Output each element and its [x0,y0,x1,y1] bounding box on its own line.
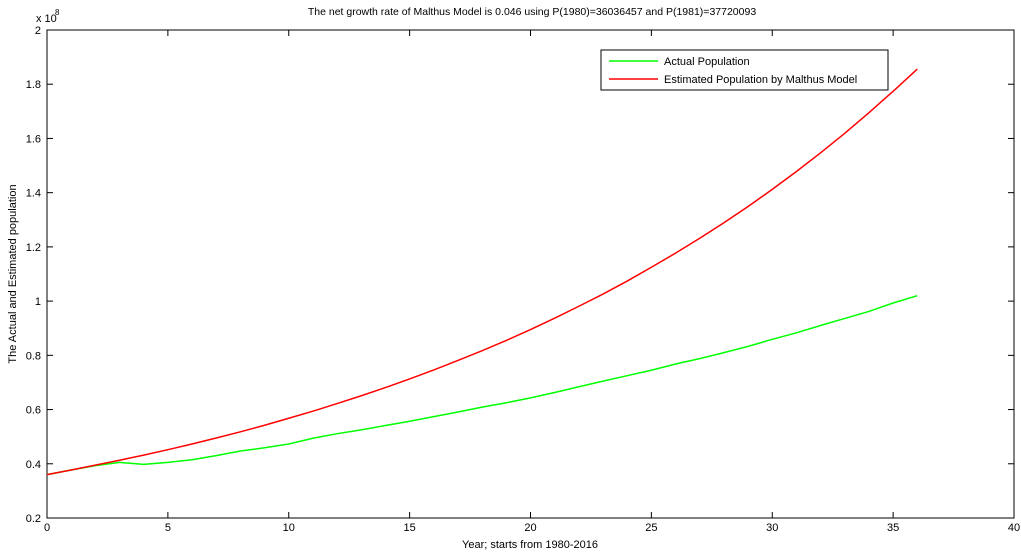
y-axis-multiplier: x 10 [36,13,57,25]
y-tick-label: 0.4 [26,459,41,471]
x-tick-label: 0 [44,522,50,534]
series-line-estimated-population [46,68,918,476]
chart-title: The net growth rate of Malthus Model is … [308,6,756,18]
x-tick-label: 35 [887,522,899,534]
x-tick-labels: 0 5 10 15 20 25 30 35 40 [44,522,1020,534]
x-tick-label: 15 [404,522,416,534]
y-tick-label: 1.8 [26,79,41,91]
y-tick-label: 1.2 [26,242,41,254]
y-tick-label: 0.8 [26,350,41,362]
y-axis-multiplier-exponent: 8 [55,8,60,17]
x-tick-label: 5 [165,522,171,534]
legend-label-actual: Actual Population [664,56,750,68]
plot-area [46,29,1015,519]
y-tick-labels: 0.2 0.4 0.6 0.8 1 1.2 1.4 1.6 1.8 2 [26,25,41,525]
x-tick-label: 30 [766,522,778,534]
y-tick-label: 0.2 [26,513,41,525]
y-tick-label: 1 [35,296,41,308]
y-tick-label: 2 [35,25,41,37]
y-axis-label: The Actual and Estimated population [7,184,19,363]
axis-ticks [46,29,1015,519]
legend: Actual Population Estimated Population b… [600,49,889,91]
x-axis-label: Year; starts from 1980-2016 [462,539,598,551]
y-tick-label: 1.4 [26,188,41,200]
x-tick-label: 40 [1008,522,1020,534]
x-tick-label: 10 [283,522,295,534]
x-tick-label: 25 [645,522,657,534]
x-tick-label: 20 [524,522,536,534]
y-tick-label: 1.6 [26,133,41,145]
y-tick-label: 0.6 [26,405,41,417]
legend-label-estimated: Estimated Population by Malthus Model [664,74,857,86]
series-line-actual-population [46,294,918,476]
series-lines [46,68,918,476]
legend-box [600,49,889,91]
